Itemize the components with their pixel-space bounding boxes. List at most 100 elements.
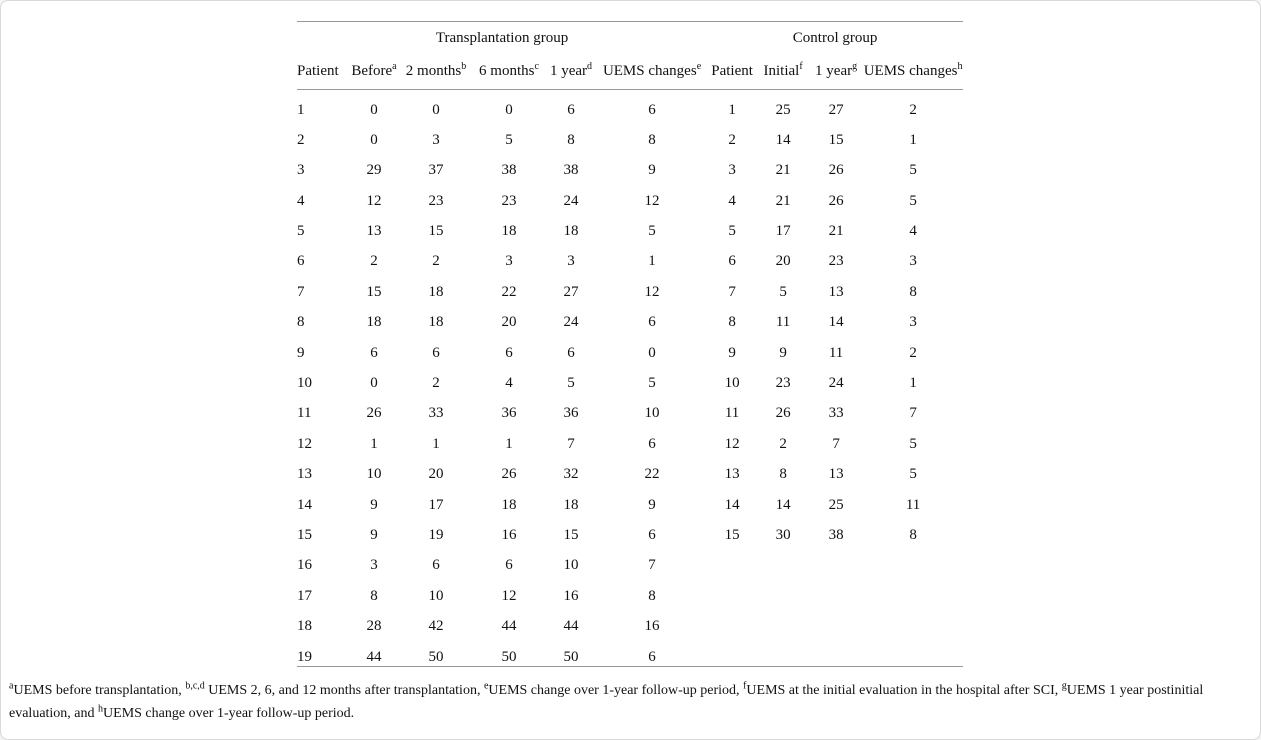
footnote-marker: c: [534, 61, 539, 73]
data-cell: 26: [828, 192, 844, 209]
data-cell: 38: [563, 162, 579, 179]
data-cell: 21: [775, 162, 791, 179]
uems-results-table: Transplantation group Control group Patie…: [297, 21, 964, 668]
data-cell: 12: [501, 587, 517, 604]
footnote-text: UEMS 1 year postinitial evaluation, and: [9, 683, 1204, 721]
table-row: 11 26 33 36 36 10 11 26 33 7: [297, 393, 963, 423]
data-cell: 25: [775, 102, 791, 118]
data-cell: 5: [909, 192, 917, 209]
data-cell: [809, 637, 863, 667]
data-cell: 6: [567, 102, 575, 118]
table-footnote: aUEMS before transplantation, b,c,d UEMS…: [9, 680, 1252, 725]
data-cell: 1: [909, 375, 917, 392]
data-cell: 2: [370, 253, 378, 270]
data-cell: 16: [501, 526, 517, 543]
header-label: Patient: [297, 63, 339, 80]
data-cell: 6: [505, 344, 513, 361]
footnote-text: UEMS change over 1-year follow-up period…: [103, 705, 355, 721]
data-cell: 8: [648, 131, 656, 148]
table-row: 5 13 15 18 18 5 5 17 21 4: [297, 211, 963, 241]
footnote-marker: f: [743, 680, 747, 692]
data-cell: 18: [428, 283, 444, 300]
data-cell: 38: [501, 162, 517, 179]
data-cell: 8: [297, 314, 305, 331]
data-cell: 50: [563, 648, 579, 665]
data-cell: 23: [828, 253, 844, 270]
data-cell: 18: [501, 223, 517, 240]
table-head: Transplantation group Control group Patie…: [297, 22, 964, 90]
data-cell: [863, 606, 963, 636]
footnote-text: UEMS before transplantation,: [13, 683, 186, 698]
header-label: UEMS changes: [863, 63, 958, 80]
data-cell: 23: [501, 192, 517, 209]
data-cell: 14: [775, 496, 791, 513]
data-cell: 7: [832, 435, 840, 452]
data-cell: 18: [563, 223, 579, 240]
data-cell: 18: [428, 314, 444, 331]
data-cell: 2: [779, 435, 787, 452]
table-row: 6 2 2 3 3 1 6 20 23 3: [297, 241, 963, 271]
data-cell: 5: [909, 435, 917, 452]
column-header-cell: 6 monthsc: [473, 55, 545, 90]
data-cell: 12: [724, 435, 740, 452]
data-cell: 4: [505, 375, 513, 392]
data-cell: 2: [909, 344, 917, 361]
data-cell: 18: [563, 496, 579, 513]
data-cell: 17: [775, 223, 791, 240]
data-cell: [863, 637, 963, 667]
footnote-marker: f: [799, 61, 803, 73]
data-cell: 33: [428, 405, 444, 422]
footnote-marker: b,c,d: [185, 680, 205, 692]
data-cell: 3: [297, 162, 305, 179]
data-cell: 3: [728, 162, 736, 179]
data-cell: 24: [828, 375, 844, 392]
data-cell: 1: [432, 435, 440, 452]
data-cell: 6: [648, 648, 656, 665]
data-cell: 20: [501, 314, 517, 331]
table-row: 18 28 42 44 44 16: [297, 606, 963, 636]
data-cell: 24: [563, 192, 579, 209]
data-cell: 1: [505, 435, 513, 452]
data-cell: 5: [567, 375, 575, 392]
data-cell: 8: [728, 314, 736, 331]
data-cell: 10: [644, 405, 660, 422]
header-label: Initial: [763, 63, 800, 80]
table-row: 2 0 3 5 8 8 2 14 15 1: [297, 120, 963, 150]
header-label: Before: [351, 63, 393, 80]
data-cell: 6: [297, 253, 305, 270]
data-cell: 6: [648, 314, 656, 331]
data-cell: 2: [728, 131, 736, 148]
table-row: 14 9 17 18 18 9 14 14 25 11: [297, 485, 963, 515]
data-cell: 37: [428, 162, 444, 179]
data-cell: 1: [648, 253, 656, 270]
data-cell: 21: [775, 192, 791, 209]
data-cell: 14: [828, 314, 844, 331]
data-cell: 9: [297, 344, 305, 361]
data-cell: 12: [297, 435, 312, 452]
data-cell: 10: [297, 375, 312, 392]
data-cell: 9: [370, 496, 378, 513]
data-cell: 10: [366, 466, 382, 483]
data-cell: 26: [775, 405, 791, 422]
data-cell: 16: [644, 618, 660, 635]
footnote-marker: h: [98, 702, 104, 714]
footnote-marker: b: [461, 61, 467, 73]
data-cell: 14: [775, 131, 791, 148]
group-header-row: Transplantation group Control group: [297, 22, 963, 55]
data-cell: 28: [366, 618, 382, 635]
data-cell: 2: [909, 102, 917, 118]
data-cell: 33: [828, 405, 844, 422]
data-cell: 1: [370, 435, 378, 452]
data-cell: [757, 545, 809, 575]
data-cell: 7: [567, 435, 575, 452]
data-cell: 1: [728, 102, 736, 118]
footnote-marker: g: [852, 61, 858, 73]
header-label: 6 months: [479, 63, 535, 80]
data-cell: 21: [828, 223, 844, 240]
footnote-text: UEMS 2, 6, and 12 months after transplan…: [204, 683, 484, 698]
data-cell: 50: [501, 648, 517, 665]
column-header-cell: Patient: [707, 55, 757, 90]
data-cell: 9: [779, 344, 787, 361]
table-row: 3 29 37 38 38 9 3 21 26 5: [297, 150, 963, 180]
